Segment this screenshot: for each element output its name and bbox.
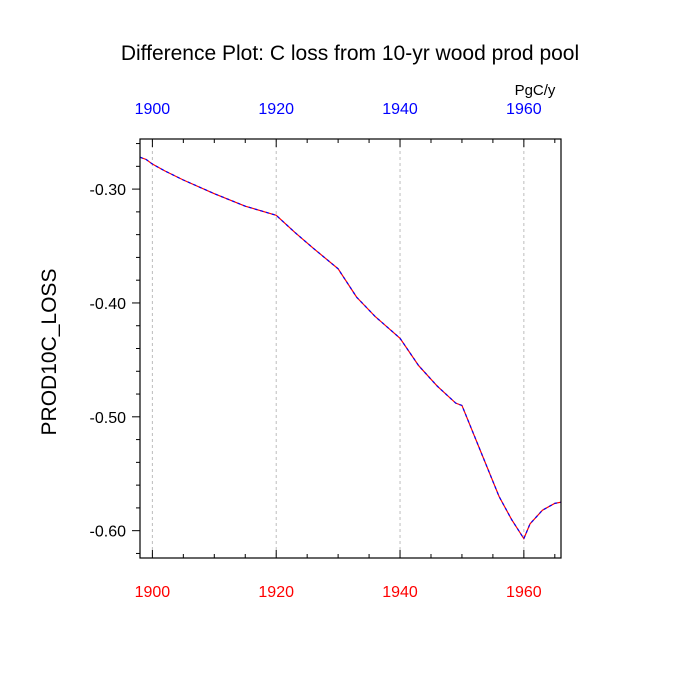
x-tick-label-bottom: 1920 xyxy=(258,584,294,601)
y-axis-label: PROD10C_LOSS xyxy=(38,269,61,436)
x-tick-label-top: 1900 xyxy=(135,101,171,118)
x-tick-label-top: 1960 xyxy=(506,101,542,118)
plot-frame xyxy=(139,138,562,559)
series-group xyxy=(139,156,562,540)
y-tick-label: -0.60 xyxy=(90,524,127,541)
x-tick-label-bottom: 1940 xyxy=(382,584,418,601)
tick-labels: 1900 1900 1920 1920 1940 1940 1960 1960 -0.30 -0.… xyxy=(90,101,542,601)
x-tick-label-top: 1940 xyxy=(382,101,418,118)
units-label: PgC/y xyxy=(515,82,556,99)
y-tick-label: -0.30 xyxy=(90,182,127,199)
axis-ticks xyxy=(132,139,556,558)
y-tick-label: -0.50 xyxy=(90,410,127,427)
grid-lines xyxy=(151,139,525,558)
x-tick-label-top: 1920 xyxy=(258,101,294,118)
chart-title: Difference Plot: C loss from 10-yr wood … xyxy=(121,42,579,65)
series-line-a xyxy=(139,156,562,540)
x-tick-label-bottom: 1960 xyxy=(506,584,542,601)
x-tick-label-bottom: 1900 xyxy=(135,584,171,601)
y-tick-label: -0.40 xyxy=(90,296,127,313)
series-line-b xyxy=(139,156,562,540)
